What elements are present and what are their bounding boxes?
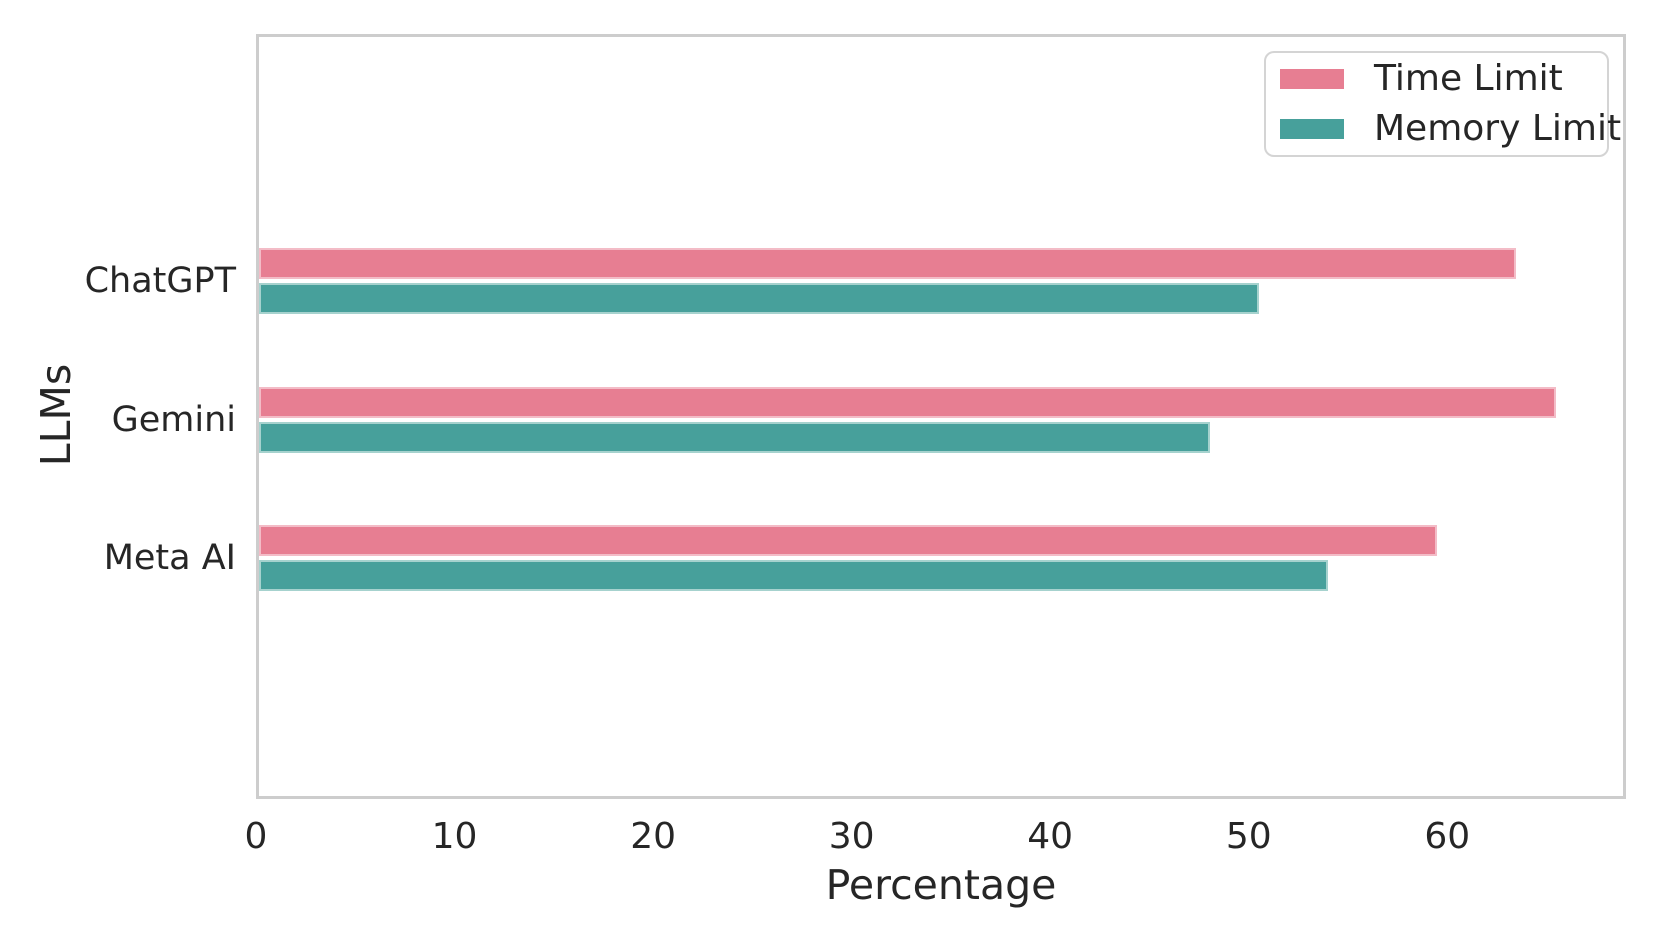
x-tick-label-50: 50	[1225, 816, 1272, 857]
legend-swatch-memory-limit	[1280, 119, 1344, 139]
x-tick-label-30: 30	[828, 816, 875, 857]
legend-label-time-limit: Time Limit	[1374, 58, 1563, 99]
bar-chatgpt-time-limit	[259, 248, 1517, 280]
legend: Time Limit Memory Limit	[1264, 51, 1621, 157]
legend-item-memory-limit: Memory Limit	[1280, 107, 1621, 151]
bar-gemini-time-limit	[259, 387, 1556, 419]
bar-gemini-memory-limit	[259, 422, 1210, 454]
x-tick-label-10: 10	[431, 816, 478, 857]
category-label-chatgpt: ChatGPT	[84, 261, 236, 302]
x-tick-label-20: 20	[630, 816, 676, 857]
x-tick-label-60: 60	[1424, 816, 1471, 857]
legend-label-memory-limit: Memory Limit	[1374, 108, 1622, 149]
x-tick-label-0: 0	[244, 816, 268, 857]
legend-swatch-time-limit	[1280, 69, 1344, 89]
bar-meta-ai-memory-limit	[259, 560, 1329, 592]
category-label-meta-ai: Meta AI	[103, 538, 236, 579]
bar-chatgpt-memory-limit	[259, 283, 1260, 315]
category-label-gemini: Gemini	[111, 400, 236, 441]
legend-item-time-limit: Time Limit	[1280, 57, 1607, 101]
bar-meta-ai-time-limit	[259, 525, 1438, 557]
plot-area	[256, 34, 1626, 799]
x-tick-label-40: 40	[1027, 816, 1074, 857]
x-axis-title: Percentage	[825, 861, 1057, 909]
